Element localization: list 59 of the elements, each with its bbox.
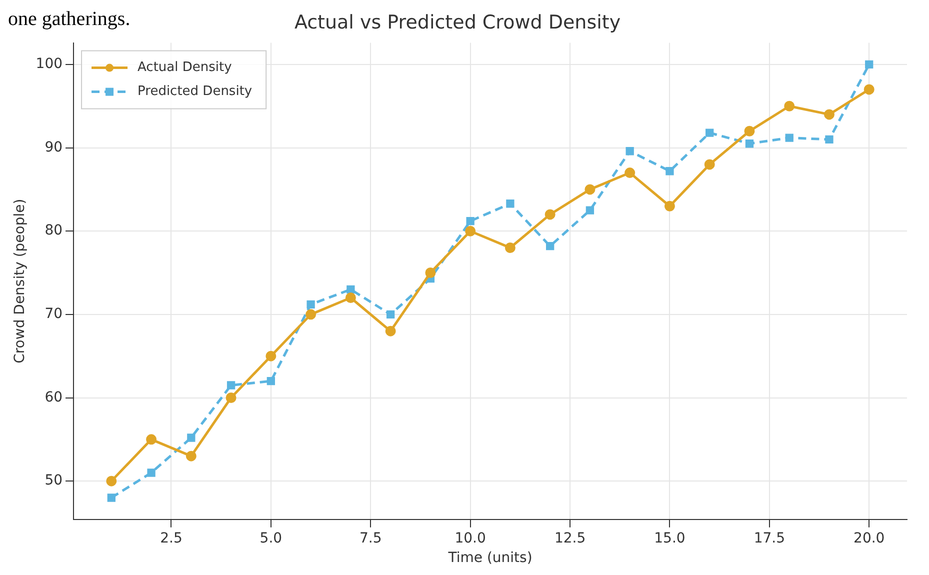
- point: [666, 167, 674, 176]
- text: one gatherings.: [8, 8, 130, 31]
- point: [624, 168, 636, 178]
- point: [664, 200, 675, 212]
- legend-label: Actual Density: [138, 60, 232, 76]
- point: [626, 147, 634, 156]
- point: [745, 140, 754, 148]
- x-tick-label: 15.0: [654, 530, 686, 546]
- point: [107, 494, 116, 502]
- y-tick-label: 90: [44, 139, 63, 156]
- x-axis-title: Time (units): [447, 550, 532, 566]
- point: [785, 134, 794, 142]
- point: [425, 268, 436, 278]
- x-tick-label: 10.0: [454, 530, 486, 546]
- point: [784, 100, 795, 112]
- point: [266, 350, 276, 362]
- point: [226, 392, 236, 403]
- x-tick-label: 12.5: [554, 530, 586, 546]
- point: [266, 377, 276, 386]
- x-tick-label: 17.5: [754, 530, 785, 546]
- point: [706, 128, 714, 137]
- point: [186, 450, 196, 462]
- point: [865, 60, 874, 69]
- point: [825, 135, 834, 144]
- x-tick-label: 2.5: [160, 530, 182, 546]
- point: [824, 109, 834, 120]
- point: [744, 126, 755, 136]
- point: [345, 292, 356, 304]
- x-tick-label: 5.0: [260, 530, 282, 546]
- y-tick-label: 70: [44, 306, 63, 322]
- y-axis-title: Crowd Density (people): [12, 198, 28, 364]
- point: [385, 326, 396, 336]
- point: [147, 468, 156, 477]
- y-tick-label: 60: [44, 389, 63, 406]
- point: [187, 434, 196, 442]
- point: [864, 84, 874, 95]
- point: [504, 242, 516, 254]
- point: [546, 242, 554, 250]
- point: [306, 300, 315, 309]
- y-tick-label: 80: [44, 222, 63, 239]
- point: [466, 217, 474, 226]
- chart-title: Actual vs Predicted Crowd Density: [294, 11, 621, 34]
- point: [306, 309, 316, 320]
- point: [146, 434, 157, 445]
- point: [226, 381, 236, 390]
- point: [346, 285, 355, 294]
- y-tick-label: 50: [44, 472, 63, 489]
- point: [106, 476, 117, 486]
- point: [386, 310, 395, 319]
- x-tick-label: 7.5: [359, 530, 382, 546]
- point: [506, 200, 514, 208]
- point: [465, 226, 476, 236]
- x-tick-label: 20.0: [854, 530, 885, 546]
- y-tick-label: 100: [36, 56, 63, 72]
- point: [586, 206, 594, 214]
- point: [584, 184, 596, 195]
- point: [704, 159, 715, 170]
- point: [544, 209, 556, 220]
- legend-label: Predicted Density: [138, 84, 252, 100]
